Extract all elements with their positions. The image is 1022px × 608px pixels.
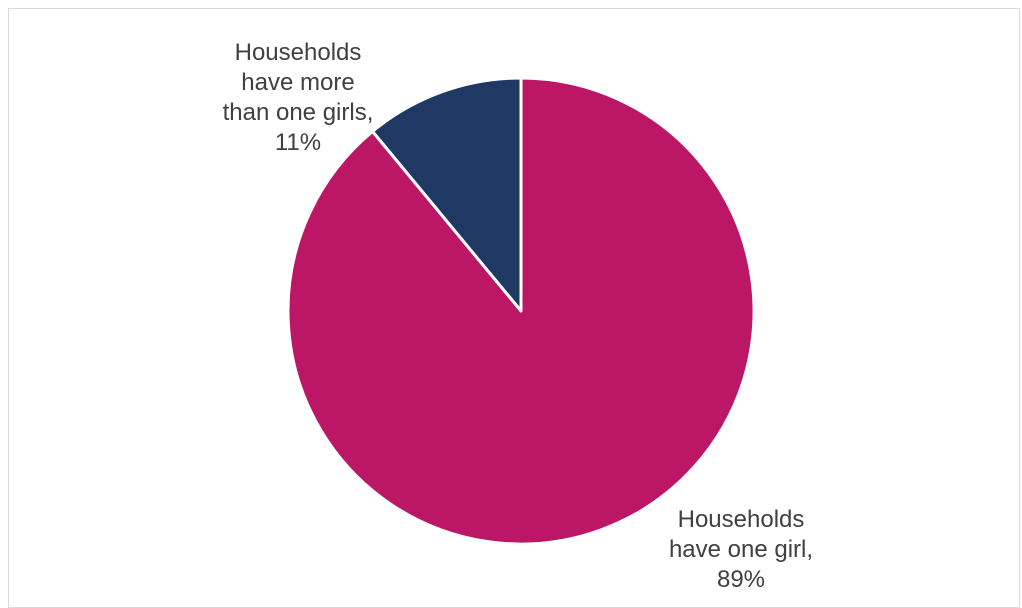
pie-slice-label-line: have more — [241, 69, 354, 96]
pie-slices — [286, 76, 756, 546]
pie-slice-label-line: 89% — [717, 566, 765, 593]
pie-slice-label-line: Households — [235, 39, 362, 66]
pie-labels: Households have more than one girls, 11%Hou… — [223, 39, 813, 593]
pie-slice-label-2: Households have one girl, 89% — [669, 506, 813, 593]
pie-slice-1 — [370, 76, 523, 313]
pie-slice-label-line: than one girls, — [223, 99, 374, 126]
pie-slice-label-line: 11% — [275, 129, 321, 156]
pie-slice-label-line: Households — [678, 506, 805, 533]
pie-slice-2 — [286, 76, 756, 546]
pie-slice-label-line: have one girl, — [669, 536, 813, 563]
pie-slice-label-1: Households have more than one girls, 11% — [223, 39, 374, 156]
